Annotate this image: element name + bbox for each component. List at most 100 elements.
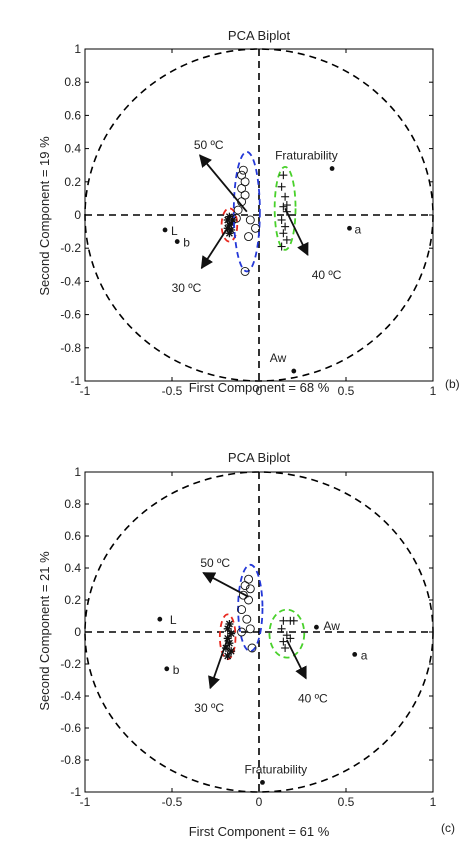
x-tick-label: 1: [430, 795, 437, 809]
y-tick-label: 0.2: [64, 175, 81, 189]
y-tick-label: 0: [74, 625, 81, 639]
variable-label: b: [173, 663, 180, 677]
panel-label: (b): [445, 377, 460, 391]
y-tick-label: 0.6: [64, 529, 81, 543]
variable-point: [291, 368, 297, 374]
variable-label: L: [171, 224, 178, 238]
variable-label: a: [354, 222, 361, 236]
y-tick-label: -0.4: [60, 274, 81, 288]
y-tick-label: 0.8: [64, 497, 81, 511]
sample-point: [225, 229, 234, 238]
sample-point: [279, 229, 288, 238]
sample-point: [277, 215, 286, 224]
group-arrow: [200, 224, 231, 270]
y-axis-label: Second Component = 19 %: [37, 136, 52, 296]
sample-point: [281, 222, 290, 231]
variable-label: Fraturability: [244, 762, 307, 776]
biplot-panel-c: PCA Biplot First Component = 61 % Second…: [37, 450, 455, 839]
x-tick-label: -0.5: [162, 795, 183, 809]
variable-label: b: [183, 236, 190, 250]
sample-point: [244, 595, 254, 605]
group-label: 50 ºC: [194, 138, 224, 152]
y-tick-label: -0.2: [60, 657, 81, 671]
sample-point: [286, 634, 295, 643]
y-tick-label: 1: [74, 42, 81, 56]
sample-point: [279, 637, 288, 646]
variable-point: [260, 780, 265, 785]
variable-label: Fraturability: [275, 149, 338, 163]
x-axis-label: First Component = 61 %: [189, 824, 330, 839]
variable-point: [157, 616, 163, 622]
sample-point: [281, 192, 290, 201]
group-arrow: [199, 154, 248, 213]
y-tick-label: -0.6: [60, 721, 81, 735]
group-label: 50 ºC: [200, 556, 230, 570]
y-tick-label: 1: [74, 465, 81, 479]
y-axis-label: Second Component = 21 %: [37, 551, 52, 711]
variable-label: Aw: [270, 351, 287, 365]
sample-point: [227, 647, 236, 656]
y-tick-label: -1: [70, 374, 81, 388]
chart-title: PCA Biplot: [228, 28, 291, 43]
sample-point: [279, 616, 288, 625]
y-tick-label: -0.2: [60, 241, 81, 255]
group-label: 30 ºC: [172, 281, 202, 295]
y-tick-label: -0.8: [60, 341, 81, 355]
sample-point: [251, 223, 260, 233]
group-arrow: [202, 572, 249, 598]
x-tick-label: 0: [256, 384, 263, 398]
sample-point: [279, 171, 288, 180]
sample-point: [227, 629, 236, 638]
sample-point: [277, 182, 286, 191]
sample-point: [282, 201, 291, 210]
variable-point: [347, 225, 352, 231]
group-label: 40 ºC: [312, 268, 342, 282]
sample-point: [233, 205, 243, 215]
sample-point: [223, 624, 232, 633]
y-tick-label: 0.2: [64, 593, 81, 607]
variable-point: [352, 652, 358, 657]
sample-point: [245, 215, 255, 225]
sample-point: [240, 581, 250, 591]
y-tick-label: -0.6: [60, 308, 81, 322]
sample-point: [277, 624, 286, 633]
y-tick-label: 0.4: [64, 561, 81, 575]
sample-point: [242, 614, 252, 624]
group-ellipse-green: [273, 165, 297, 251]
sample-point: [245, 624, 255, 634]
variable-label: a: [361, 648, 368, 662]
x-tick-label: -1: [80, 384, 91, 398]
sample-point: [245, 584, 255, 594]
y-tick-label: 0.8: [64, 75, 81, 89]
sample-point: [289, 616, 298, 625]
x-axis-label: First Component = 68 %: [189, 380, 330, 395]
sample-point: [231, 213, 241, 223]
group-ellipse-red: [220, 207, 239, 243]
x-tick-label: 0.5: [338, 795, 355, 809]
sample-point: [282, 235, 291, 244]
variable-label: Aw: [323, 619, 340, 633]
x-tick-label: 0.5: [338, 384, 355, 398]
y-tick-label: 0.6: [64, 108, 81, 122]
x-tick-label: 1: [430, 384, 437, 398]
y-tick-label: -0.4: [60, 689, 81, 703]
variable-point: [162, 227, 168, 233]
y-tick-label: 0.4: [64, 142, 81, 156]
group-label: 40 ºC: [298, 691, 328, 705]
group-ellipse-green: [268, 608, 306, 659]
y-tick-label: 0: [74, 208, 81, 222]
group-ellipse-blue: [232, 151, 261, 273]
sample-point: [279, 202, 288, 211]
variable-point: [174, 239, 180, 244]
variable-point: [164, 666, 170, 672]
sample-point: [240, 266, 250, 276]
variable-label: L: [170, 613, 177, 627]
variable-point: [329, 166, 335, 171]
chart-title: PCA Biplot: [228, 450, 291, 465]
group-arrow: [208, 638, 229, 690]
sample-point: [237, 627, 247, 637]
variable-point: [314, 624, 319, 630]
y-tick-label: -1: [70, 785, 81, 799]
biplot-panel-b: PCA Biplot First Component = 68 % Second…: [37, 28, 460, 398]
